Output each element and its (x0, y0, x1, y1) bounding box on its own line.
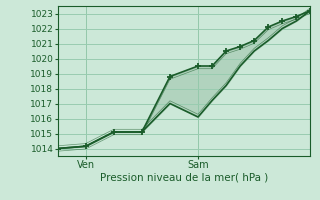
X-axis label: Pression niveau de la mer( hPa ): Pression niveau de la mer( hPa ) (100, 173, 268, 183)
